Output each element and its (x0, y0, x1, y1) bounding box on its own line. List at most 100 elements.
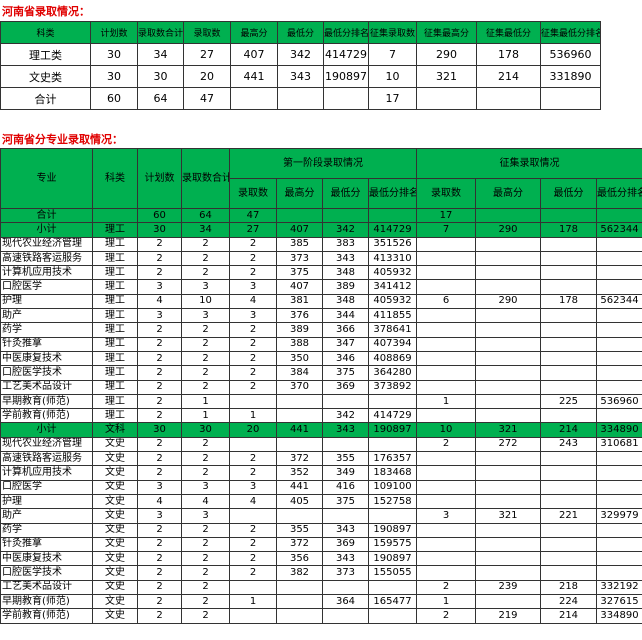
cell: 343 (322, 250, 369, 267)
cell: 536960 (540, 43, 601, 66)
cell (596, 207, 642, 224)
cell (416, 279, 476, 295)
cell: 376 (276, 308, 323, 324)
cell: 60 (137, 207, 182, 224)
row: 药学 理工 2 2 2 389 366 378641 (0, 322, 642, 338)
cell: 理工 (92, 379, 138, 395)
cell: 562344 (596, 293, 642, 310)
cell: 272 (475, 436, 541, 453)
cell: 2 (181, 465, 230, 481)
row: 口腔医学技术 文史 2 2 2 382 373 155055 (0, 565, 642, 581)
cell: 343 (322, 551, 369, 567)
cell (322, 393, 369, 410)
cell: 2 (416, 579, 476, 596)
cell: 190897 (368, 522, 417, 538)
cell: 414729 (323, 43, 369, 66)
cell (229, 579, 277, 596)
row: 护理 理工 4 10 4 381 348 405932 6 290 178 562344 (0, 293, 642, 310)
row: 小计 文科 30 30 20 441 343 190897 10 321 214 334890 (0, 422, 642, 438)
cell: 高速铁路客运服务 (0, 451, 93, 467)
cell (368, 393, 417, 410)
cell: 针灸推拿 (0, 536, 93, 553)
cell: 214 (540, 608, 597, 624)
cell (540, 465, 597, 481)
cell (540, 451, 597, 467)
cell: 348 (322, 293, 369, 310)
cell: 350 (276, 350, 323, 367)
cell (416, 408, 476, 424)
row: 现代农业经济管理 理工 2 2 2 385 383 351526 (0, 236, 642, 252)
cell: 计算机应用技术 (0, 465, 93, 481)
cell: 1 (229, 594, 277, 610)
cell: 理工 (92, 322, 138, 338)
cell: 373 (276, 250, 323, 267)
cell (540, 236, 597, 252)
header-cell: 最高分 (276, 178, 323, 209)
cell: 190897 (368, 551, 417, 567)
cell: 562344 (596, 222, 642, 238)
cell: 文史 (92, 579, 138, 596)
cell (475, 594, 541, 610)
cell: 30 (90, 43, 138, 66)
group-header: 征集录取情况 (416, 148, 642, 179)
cell: 2 (137, 265, 182, 281)
cell: 356 (276, 551, 323, 567)
cell: 405932 (368, 293, 417, 310)
header-row: 科类 计划数 录取数合计 录取数 最高分 最低分 最低分排名 征集录取数 征集最高分 征集最低分征… (0, 21, 601, 44)
row: 合计 60 64 47 17 (0, 87, 601, 110)
cell (416, 465, 476, 481)
cell: 3 (181, 308, 230, 324)
cell: 30 (137, 422, 182, 438)
cell: 药学 (0, 322, 93, 338)
row: 中医康复技术 文史 2 2 2 356 343 190897 (0, 551, 642, 567)
cell: 17 (368, 87, 417, 110)
cell: 375 (322, 493, 369, 510)
cell: 药学 (0, 522, 93, 538)
cell (540, 522, 597, 538)
cell: 文史 (92, 608, 138, 624)
cell: 364 (322, 594, 369, 610)
cell (596, 265, 642, 281)
cell: 2 (137, 408, 182, 424)
cell: 346 (322, 350, 369, 367)
cell (322, 608, 369, 624)
cell (596, 322, 642, 338)
cell: 413310 (368, 250, 417, 267)
cell: 3 (229, 308, 277, 324)
cell: 理工 (92, 350, 138, 367)
cell: 2 (181, 565, 230, 581)
cell: 441 (276, 422, 323, 438)
cell (475, 279, 541, 295)
row: 高速铁路客运服务 文史 2 2 2 372 355 176357 (0, 451, 642, 467)
cell (416, 536, 476, 553)
cell: 60 (90, 87, 138, 110)
cell: 早期教育(师范) (0, 594, 93, 610)
row: 护理 文史 4 4 4 405 375 152758 (0, 493, 642, 510)
cell: 310681 (596, 436, 642, 453)
cell: 文史 (92, 565, 138, 581)
cell (596, 336, 642, 352)
cell: 2 (181, 522, 230, 538)
row: 早期教育(师范) 文史 2 2 1 364 165477 1 224 327615 (0, 594, 642, 610)
cell: 34 (181, 222, 230, 238)
cell: 384 (276, 365, 323, 381)
cell: 4 (137, 493, 182, 510)
cell: 408869 (368, 350, 417, 367)
row: 助产 文史 3 3 3 321 221 329979 (0, 508, 642, 524)
cell: 344 (322, 308, 369, 324)
cell (322, 207, 369, 224)
header-cell: 最低分排名 (323, 21, 369, 44)
cell: 342 (322, 408, 369, 424)
cell: 文史 (92, 551, 138, 567)
cell: 2 (137, 536, 182, 553)
cell: 407 (230, 43, 278, 66)
cell: 30 (137, 65, 184, 88)
cell (540, 279, 597, 295)
cell: 165477 (368, 594, 417, 610)
cell (596, 365, 642, 381)
cell (596, 451, 642, 467)
row: 工艺美术品设计 理工 2 2 2 370 369 373892 (0, 379, 642, 395)
cell (368, 579, 417, 596)
cell: 3 (229, 279, 277, 295)
cell (475, 493, 541, 510)
